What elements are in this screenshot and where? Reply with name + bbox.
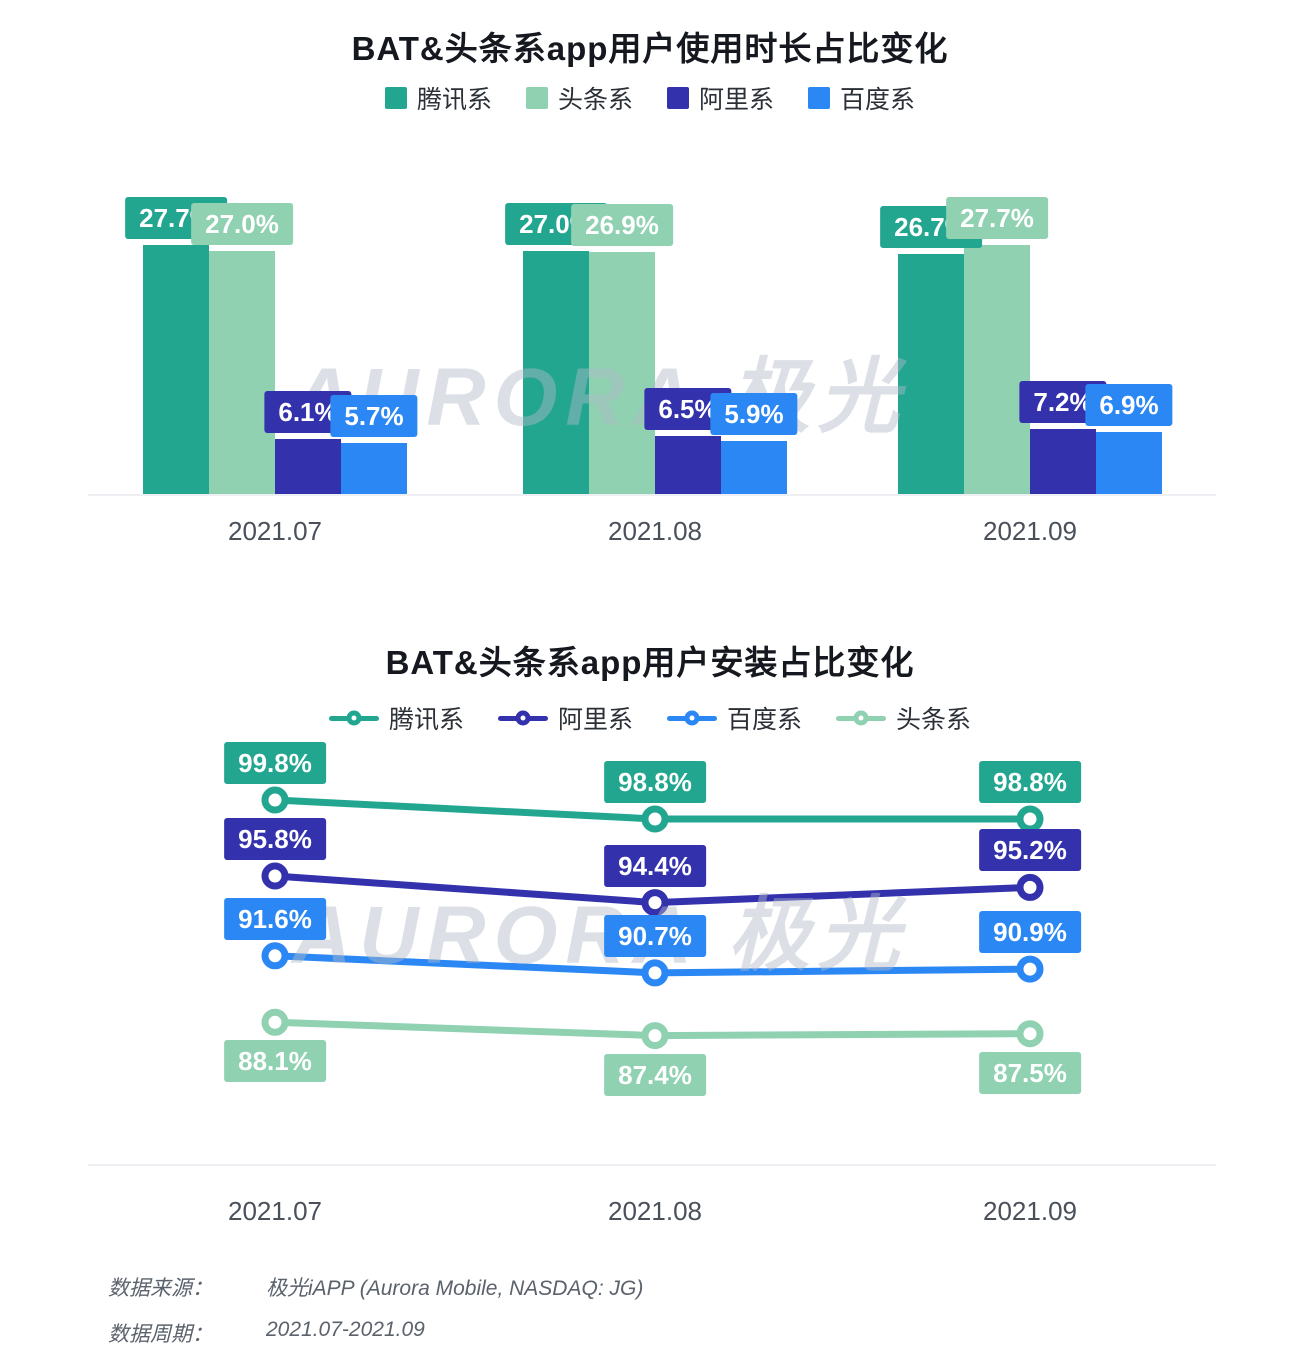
data-source-label: 数据来源： xyxy=(108,1277,213,1300)
data-source-value: 极光iAPP (Aurora Mobile, NASDAQ: JG) xyxy=(266,1277,644,1300)
bar-value-label-百度系-2021.07: 5.7% xyxy=(330,394,418,437)
install-axis-baseline xyxy=(88,1164,1216,1166)
legend-square-icon xyxy=(667,87,689,109)
legend-line-marker-icon xyxy=(667,708,717,728)
legend-label: 阿里系 xyxy=(699,86,775,114)
data-period-row: 数据周期： 2021.07-2021.09 xyxy=(108,1318,643,1348)
legend-label: 腾讯系 xyxy=(388,706,464,734)
bar-头条系-2021.07 xyxy=(209,251,275,494)
point-label-头条系-2021.09: 87.5% xyxy=(979,1051,1081,1094)
install-x-label-2021.07: 2021.07 xyxy=(228,1196,322,1226)
usage-chart-legend: 腾讯系 头条系 阿里系 百度系 xyxy=(0,80,1300,116)
bar-百度系-2021.08 xyxy=(721,440,787,494)
bar-百度系-2021.07 xyxy=(341,442,407,494)
legend-line-marker-icon xyxy=(328,708,379,728)
install-x-label-2021.08: 2021.08 xyxy=(608,1196,702,1226)
point-label-阿里系-2021.09: 95.2% xyxy=(979,829,1081,872)
legend-item-头条系: 头条系 xyxy=(836,700,971,736)
marker-头条系-2021.09 xyxy=(1016,1020,1044,1048)
install-x-label-2021.09: 2021.09 xyxy=(983,1196,1077,1226)
marker-头条系-2021.08 xyxy=(641,1022,669,1050)
bar-阿里系-2021.08 xyxy=(655,435,721,494)
bar-阿里系-2021.07 xyxy=(275,439,341,494)
legend-label: 头条系 xyxy=(557,86,633,114)
usage-axis-baseline xyxy=(88,494,1216,496)
bar-头条系-2021.09 xyxy=(964,244,1030,494)
point-label-百度系-2021.09: 90.9% xyxy=(979,911,1081,954)
legend-square-icon xyxy=(384,87,407,109)
marker-头条系-2021.07 xyxy=(261,1008,289,1036)
bar-value-label-头条系-2021.09: 27.7% xyxy=(946,196,1048,239)
marker-阿里系-2021.09 xyxy=(1016,873,1044,901)
legend-item-阿里系: 阿里系 xyxy=(497,700,633,736)
legend-label: 百度系 xyxy=(840,86,916,114)
legend-item-百度系: 百度系 xyxy=(808,80,915,116)
usage-x-label-2021.09: 2021.09 xyxy=(983,516,1077,546)
marker-腾讯系-2021.07 xyxy=(261,786,289,814)
footer: 数据来源： 极光iAPP (Aurora Mobile, NASDAQ: JG)… xyxy=(108,1272,643,1358)
legend-label: 阿里系 xyxy=(557,706,633,734)
marker-百度系-2021.08 xyxy=(641,959,669,987)
data-period-label: 数据周期： xyxy=(108,1323,213,1346)
legend-ring xyxy=(853,710,869,726)
bar-头条系-2021.08 xyxy=(589,251,655,494)
point-label-腾讯系-2021.08: 98.8% xyxy=(604,761,706,803)
legend-item-百度系: 百度系 xyxy=(667,700,802,736)
legend-label: 百度系 xyxy=(727,706,803,734)
bar-腾讯系-2021.07 xyxy=(143,244,209,494)
legend-item-阿里系: 阿里系 xyxy=(667,80,774,116)
install-chart-title: BAT&头条系app用户安装占比变化 xyxy=(385,644,915,681)
legend-ring xyxy=(515,710,531,726)
data-period-value: 2021.07-2021.09 xyxy=(266,1318,425,1341)
legend-item-头条系: 头条系 xyxy=(525,80,633,116)
bar-value-label-百度系-2021.08: 5.9% xyxy=(710,392,798,435)
legend-line-marker-icon xyxy=(497,708,548,728)
point-label-头条系-2021.07: 88.1% xyxy=(224,1040,326,1083)
point-label-百度系-2021.07: 91.6% xyxy=(224,897,326,940)
point-label-百度系-2021.08: 90.7% xyxy=(604,914,706,957)
point-label-腾讯系-2021.09: 98.8% xyxy=(979,761,1081,803)
legend-item-腾讯系: 腾讯系 xyxy=(384,80,492,116)
usage-chart-title: BAT&头条系app用户使用时长占比变化 xyxy=(351,30,949,67)
bar-value-label-头条系-2021.08: 26.9% xyxy=(571,203,673,246)
legend-label: 头条系 xyxy=(896,706,972,734)
bar-腾讯系-2021.09 xyxy=(898,253,964,494)
usage-x-label-2021.08: 2021.08 xyxy=(608,516,702,546)
data-source-row: 数据来源： 极光iAPP (Aurora Mobile, NASDAQ: JG) xyxy=(108,1272,643,1302)
legend-square-icon xyxy=(525,87,548,109)
legend-item-腾讯系: 腾讯系 xyxy=(328,700,464,736)
point-label-阿里系-2021.07: 95.8% xyxy=(224,818,326,860)
marker-百度系-2021.07 xyxy=(261,942,289,970)
legend-ring xyxy=(346,710,362,726)
legend-square-icon xyxy=(808,87,831,109)
marker-阿里系-2021.07 xyxy=(261,862,289,890)
bar-阿里系-2021.09 xyxy=(1030,429,1096,494)
point-label-阿里系-2021.08: 94.4% xyxy=(604,844,706,887)
point-label-头条系-2021.08: 87.4% xyxy=(604,1053,706,1096)
marker-百度系-2021.09 xyxy=(1016,955,1044,983)
bar-value-label-头条系-2021.07: 27.0% xyxy=(191,203,293,245)
legend-label: 腾讯系 xyxy=(416,86,492,114)
bar-百度系-2021.09 xyxy=(1096,431,1162,494)
usage-x-label-2021.07: 2021.07 xyxy=(228,516,322,546)
legend-line-marker-icon xyxy=(836,708,887,728)
marker-阿里系-2021.08 xyxy=(641,889,669,917)
marker-腾讯系-2021.09 xyxy=(1016,805,1044,833)
bar-腾讯系-2021.08 xyxy=(523,251,589,494)
install-chart-legend: 腾讯系 阿里系 百度系 头条系 xyxy=(0,700,1300,736)
bar-value-label-百度系-2021.09: 6.9% xyxy=(1085,383,1173,426)
point-label-腾讯系-2021.07: 99.8% xyxy=(224,742,326,784)
legend-ring xyxy=(684,710,700,726)
marker-腾讯系-2021.08 xyxy=(641,805,669,833)
